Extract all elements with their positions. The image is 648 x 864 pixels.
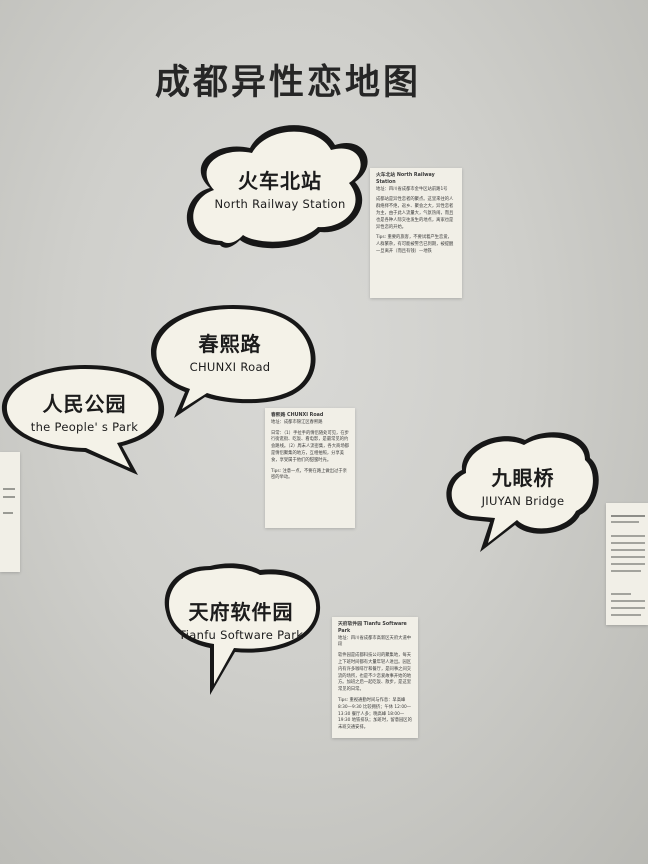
bubble-name-en: CHUNXI Road	[189, 360, 271, 374]
unreadable-text-lines	[611, 515, 645, 616]
card-body: 成都站是异性恋者的聚点。这里来往的人群络绎不绝，返乡、聚会之大，异性恋者为主，由…	[376, 197, 454, 230]
card-body: 软件园是成都科技公司的聚集地，每天上下班时间都有大量年轻人进出。园区内有许多咖啡…	[338, 653, 412, 693]
card-title: 火车北站 North Railway Station	[376, 173, 435, 185]
card-address: 地址：四川省成都市金牛区站前路1号	[376, 186, 448, 192]
north-railway-station-bubble	[186, 125, 368, 249]
bubble-name-cn: 九眼桥	[491, 466, 555, 490]
peoples-park-bubble	[1, 365, 165, 475]
jiuyan-bridge-bubble	[446, 432, 599, 552]
chunxi-road-bubble	[150, 305, 316, 418]
tianfu-software-park-label: 天府软件园 Tianfu Software Park	[166, 596, 316, 642]
card-tips: Tips: 重视通勤时间与作息：早高峰 8:30—9:30 比较拥挤；午休 12…	[338, 697, 412, 731]
card-address: 地址：成都市锦江区春熙路	[271, 419, 323, 425]
wall-title: 成都异性恋地图	[155, 63, 422, 103]
jiuyan-bridge-label: 九眼桥 JIUYAN Bridge	[458, 462, 588, 508]
bubble-name-en: the People' s Park	[30, 420, 139, 434]
bubble-name-cn: 天府软件园	[188, 600, 294, 624]
card-address: 地址：四川省成都市高新区天府大道中段	[338, 635, 412, 648]
unreadable-text-lines	[3, 488, 15, 514]
card-body: 日常：（1）手拉手的情侣随处可见，在步行街逛街、吃饭、看电影，是最常见的约会路线…	[271, 430, 349, 463]
bubble-name-en: North Railway Station	[214, 197, 346, 211]
chunxi-road-label: 春熙路 CHUNXI Road	[160, 328, 300, 374]
tianfu-software-park-card: 天府软件园 Tianfu Software Park 地址：四川省成都市高新区天…	[332, 617, 418, 738]
card-title: 春熙路 CHUNXI Road	[271, 413, 324, 418]
bubble-name-cn: 春熙路	[198, 332, 262, 356]
card-title: 天府软件园 Tianfu Software Park	[338, 622, 407, 634]
bubble-name-cn: 人民公园	[42, 392, 127, 416]
peoples-park-label: 人民公园 the People' s Park	[12, 388, 157, 434]
chunxi-road-card: 春熙路 CHUNXI Road 地址：成都市锦江区春熙路 日常：（1）手拉手的情…	[265, 408, 355, 528]
tianfu-software-park-bubble	[164, 563, 321, 695]
bubble-name-en: Tianfu Software Park	[178, 628, 304, 642]
jiuyan-bridge-card-partial	[606, 503, 648, 625]
card-tips: Tips: 注意一点，不要在路上做出过于亲密的举动。	[271, 468, 347, 481]
north-railway-station-label: 火车北站 North Railway Station	[200, 165, 360, 211]
card-tips: Tips: 重要的旅客，不要试着产生恋爱，人群繁杂，有可能被警告已到期，被提醒一…	[376, 235, 454, 254]
bubble-name-cn: 火车北站	[238, 169, 322, 193]
north-railway-station-card: 火车北站 North Railway Station 地址：四川省成都市金牛区站…	[370, 168, 462, 298]
peoples-park-card-partial	[0, 452, 20, 572]
bubble-name-en: JIUYAN Bridge	[481, 494, 565, 508]
